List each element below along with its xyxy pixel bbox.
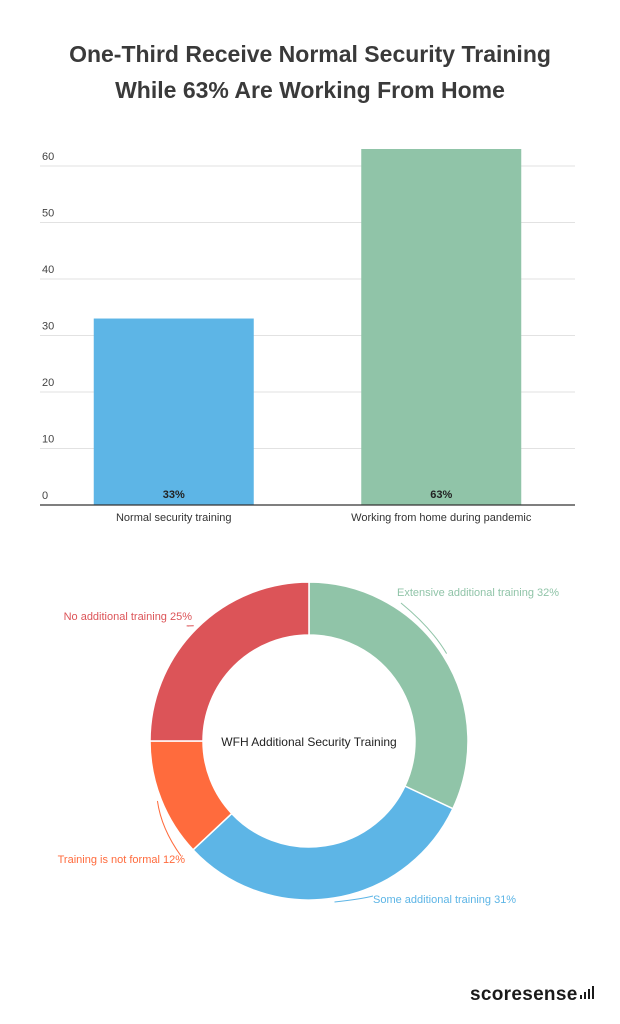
slice-label: Some additional training 31% (373, 894, 516, 906)
y-tick-label: 20 (42, 377, 54, 389)
y-tick-label: 0 (42, 490, 48, 502)
bar-data-label: 63% (430, 489, 452, 501)
bar-chart: 0 10 20 30 40 50 60 33% Normal security training… (40, 149, 575, 524)
signal-bars-icon (579, 986, 596, 1000)
slice-label: Training is not formal 12% (58, 854, 186, 866)
slice-label: No additional training 25% (64, 611, 193, 623)
logo-text: scoresense (470, 984, 578, 1005)
donut-slice (192, 785, 454, 901)
x-tick-label: Working from home during pandemic (351, 512, 532, 524)
x-tick-label: Normal security training (116, 512, 232, 524)
chart-title: One-Third Receive Normal Security Traini… (0, 36, 620, 108)
bar-data-label: 33% (163, 489, 185, 501)
bar (93, 318, 254, 505)
leader-line (156, 800, 182, 857)
chart-title-line-1: One-Third Receive Normal Security Traini… (69, 41, 551, 67)
donut-slice (149, 581, 310, 742)
slice-label: Extensive additional training 32% (397, 587, 559, 599)
y-tick-label: 30 (42, 320, 54, 332)
donut-slice (308, 581, 469, 810)
y-tick-label: 10 (42, 433, 54, 445)
y-tick-label: 60 (42, 151, 54, 163)
chart-title-line-2: While 63% Are Working From Home (115, 77, 505, 103)
leader-line (334, 895, 374, 903)
y-tick-label: 50 (42, 207, 54, 219)
scoresense-logo: scoresense (470, 984, 596, 1006)
bar (361, 149, 522, 505)
donut-center-title: WFH Additional Security Training (221, 735, 396, 749)
y-tick-label: 40 (42, 264, 54, 276)
leader-line (400, 602, 448, 654)
